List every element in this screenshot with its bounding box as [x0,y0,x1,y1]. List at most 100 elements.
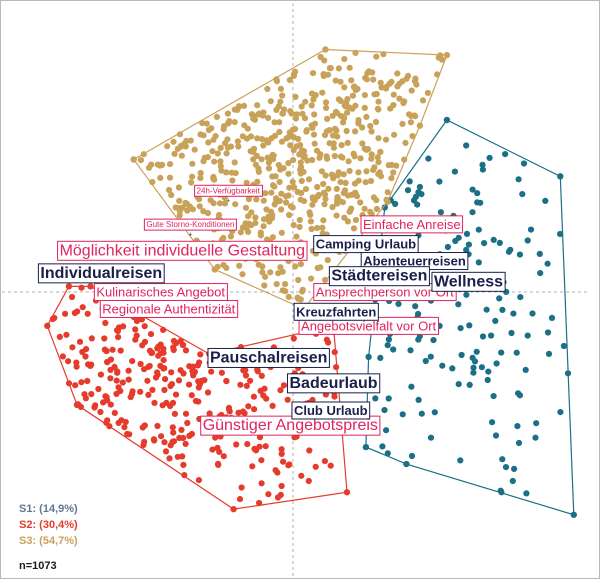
data-point-s3 [350,150,357,157]
data-point-s2 [145,391,152,398]
data-point-s1 [414,201,421,208]
attribute-label-verfuegbarkeit: 24h-Verfügbarkeit + [194,184,264,204]
data-point-s3 [191,146,198,153]
data-point-s1 [431,409,438,416]
data-point-s3 [355,120,362,127]
data-point-s1 [383,427,390,434]
data-point-s3 [263,206,270,213]
data-point-s3 [346,167,353,175]
data-point-s2 [68,293,76,301]
data-point-s3 [278,138,286,145]
data-point-s1 [478,364,485,371]
data-point-s2 [181,472,188,479]
data-point-s2 [59,353,66,360]
data-point-s1 [510,465,518,472]
segment-label-abenteuer: Abenteuerreisen [360,252,469,271]
data-point-s2 [84,377,91,385]
data-point-s1 [470,369,477,376]
data-point-s1 [502,464,510,471]
label-text: Individualreisen [40,265,162,282]
data-point-s3 [364,70,371,77]
data-point-s1 [544,260,551,267]
data-point-s1 [492,317,499,324]
data-point-s3 [269,173,276,180]
data-point-s2 [256,434,264,441]
data-point-s2 [274,494,282,501]
data-point-s2 [51,314,58,322]
data-point-s2 [71,309,78,317]
data-point-s1 [519,191,526,198]
data-point-s3 [311,120,319,127]
data-point-s3 [408,87,415,94]
data-point-s3 [307,218,314,225]
data-point-s2 [204,389,212,396]
hull-vertex-s1 [557,173,564,180]
label-text: Günstiger Angebotspreis [203,417,378,434]
data-point-s3 [383,196,390,203]
data-point-s1 [385,336,392,343]
label-text: Abenteuerreisen [363,254,466,269]
data-point-s1 [407,347,414,354]
data-point-s3 [298,103,305,110]
data-point-s2 [137,388,144,395]
hull-vertex-s1 [403,460,410,468]
hull-vertex-s3 [130,156,137,163]
hull-vertex-s1 [443,116,451,124]
data-point-s2 [182,410,190,417]
data-point-s3 [340,171,347,178]
data-point-s3 [298,177,305,185]
data-point-s2 [177,367,184,374]
data-point-s3 [293,143,300,150]
data-point-s3 [273,76,280,83]
data-point-s3 [323,104,330,111]
data-point-s3 [285,170,292,177]
data-point-s3 [197,174,204,182]
data-point-s3 [323,153,330,160]
data-point-s3 [196,196,203,203]
data-point-s3 [204,210,211,217]
data-point-s3 [197,169,204,177]
data-point-s3 [353,193,361,200]
data-point-s2 [119,379,126,386]
data-point-s1 [463,142,470,149]
data-point-s3 [247,148,254,155]
segment-label-individual: Individualreisen [37,263,165,284]
label-box [143,218,237,231]
label-box [37,263,165,284]
data-point-s3 [352,128,359,135]
data-point-s2 [260,392,267,399]
data-point-s3 [265,165,273,172]
data-point-s1 [524,237,531,244]
data-point-s1 [522,366,529,373]
data-point-s1 [458,351,465,359]
label-box [57,240,308,261]
label-box [291,401,371,420]
data-point-s3 [346,208,353,215]
data-point-s3 [282,193,290,200]
data-point-s3 [210,175,217,182]
data-point-s1 [496,239,503,246]
data-point-s3 [255,261,262,268]
data-point-s3 [375,106,382,113]
data-point-s3 [377,79,384,86]
data-point-s2 [162,448,170,455]
data-point-s1 [465,241,472,248]
data-point-s3 [269,156,277,163]
data-point-s3 [309,201,316,208]
data-point-s1 [499,456,506,463]
data-point-s3 [374,154,381,161]
data-point-s3 [248,209,255,216]
data-point-s3 [434,71,441,78]
data-point-s3 [177,142,184,150]
data-point-s1 [523,490,530,497]
data-point-s3 [227,233,234,240]
data-point-s3 [302,98,309,105]
data-point-s3 [342,179,349,186]
data-point-s1 [390,346,397,353]
data-point-s3 [229,177,236,184]
data-point-s3 [382,136,390,143]
data-point-s3 [171,150,178,157]
label-box [207,347,330,368]
data-point-s3 [210,136,217,143]
